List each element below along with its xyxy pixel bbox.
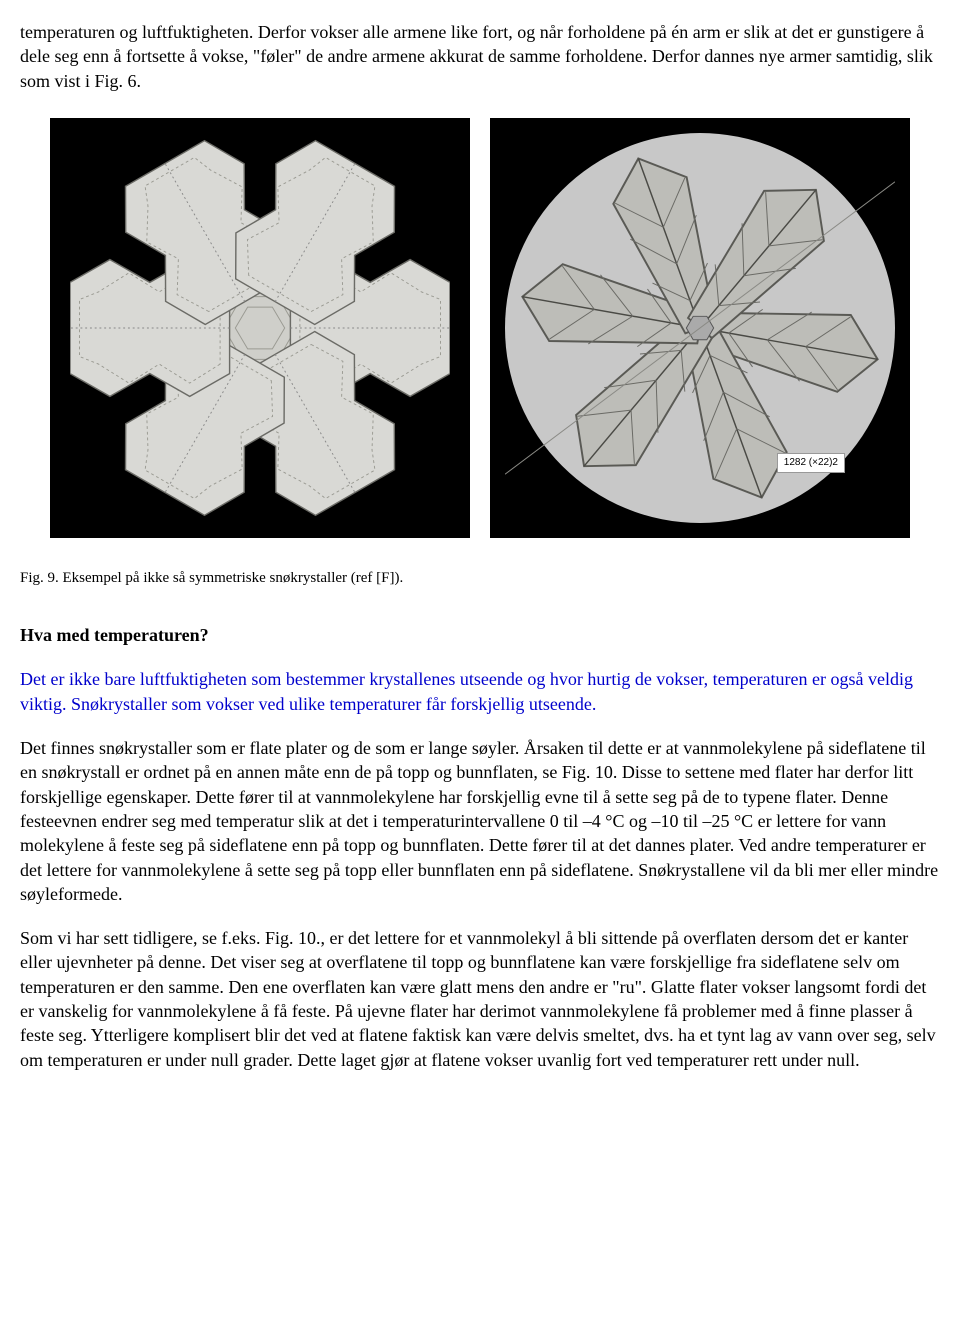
surface-roughness-paragraph: Som vi har sett tidligere, se f.eks. Fig… (20, 926, 940, 1072)
snowflake-plate-icon (70, 138, 450, 518)
temperature-intro-paragraph: Det er ikke bare luftfuktigheten som bes… (20, 667, 940, 716)
figure-caption: Fig. 9. Eksempel på ikke så symmetriske … (20, 568, 940, 588)
snowflake-figure-right: 1282 (×22)2 (490, 118, 910, 538)
plates-columns-paragraph: Det finnes snøkrystaller som er flate pl… (20, 736, 940, 906)
intro-paragraph: temperaturen og luftfuktigheten. Derfor … (20, 20, 940, 93)
section-heading: Hva med temperaturen? (20, 623, 940, 647)
microscope-circle: 1282 (×22)2 (505, 133, 895, 523)
figure-row: 1282 (×22)2 (20, 118, 940, 538)
microscope-scale-label: 1282 (×22)2 (777, 453, 845, 473)
snowflake-figure-left (50, 118, 470, 538)
